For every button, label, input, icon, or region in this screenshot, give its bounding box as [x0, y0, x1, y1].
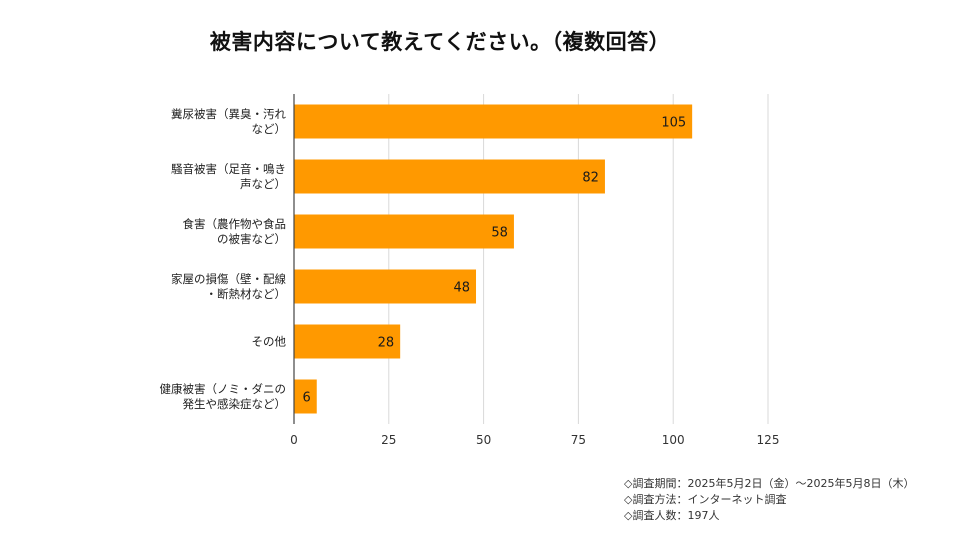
category-label-1: 騒音被害（足音・鳴き声など） [171, 162, 286, 191]
bar-value-label-0: 105 [661, 116, 686, 131]
category-label-line: の被害など） [217, 232, 286, 246]
bar-value-label-3: 48 [453, 281, 470, 296]
bar-value-label-2: 58 [491, 226, 508, 241]
bar-0 [294, 104, 693, 139]
x-tick-label-0: 0 [290, 433, 298, 447]
category-label-3: 家屋の損傷（壁・配線・断熱材など） [171, 272, 286, 301]
footnote-period: ◇調査期間：2025年5月2日（金）～2025年5月8日（木） [624, 477, 915, 490]
category-label-line: 騒音被害（足音・鳴き [171, 162, 286, 176]
x-tick-label-100: 100 [662, 433, 685, 447]
x-tick-label-125: 125 [757, 433, 780, 447]
x-tick-label-75: 75 [571, 433, 586, 447]
labels: 0 25 50 75 100 125 105 糞尿被害（異臭・汚れなど） 82 騒音被害（足音・鳴… [160, 107, 780, 447]
x-tick-label-50: 50 [476, 433, 491, 447]
footnote-count: ◇調査人数：197人 [624, 509, 720, 522]
bar-1 [294, 159, 605, 194]
bar-4 [294, 324, 401, 359]
category-label-line: 健康被害（ノミ・ダニの [160, 382, 287, 396]
category-label-line: など） [252, 122, 287, 136]
category-label-line: 声など） [240, 177, 286, 191]
category-label-line: 発生や感染症など） [183, 397, 287, 411]
bar-5 [294, 379, 317, 414]
bar-2 [294, 214, 514, 249]
category-label-line: その他 [252, 335, 287, 349]
bar-value-label-5: 6 [302, 391, 310, 406]
grid-lines [388, 94, 769, 424]
bar-value-label-4: 28 [378, 336, 395, 351]
chart-title: 被害内容について教えてください。（複数回答） [209, 30, 671, 54]
category-label-line: 食害（農作物や食品 [183, 217, 287, 231]
category-label-5: 健康被害（ノミ・ダニの発生や感染症など） [160, 382, 287, 411]
category-label-0: 糞尿被害（異臭・汚れなど） [171, 107, 286, 136]
bar-3 [294, 269, 477, 304]
footnote-method: ◇調査方法：インターネット調査 [624, 493, 787, 506]
category-label-line: 家屋の損傷（壁・配線 [171, 272, 286, 286]
bars [294, 104, 693, 414]
category-label-line: ・断熱材など） [206, 287, 287, 301]
x-tick-label-25: 25 [381, 433, 396, 447]
category-label-2: 食害（農作物や食品の被害など） [183, 217, 287, 246]
category-label-line: 糞尿被害（異臭・汚れ [171, 107, 286, 121]
survey-footnotes: ◇調査期間：2025年5月2日（金）～2025年5月8日（木） ◇調査方法：イン… [624, 476, 914, 524]
bar-value-label-1: 82 [582, 171, 599, 186]
category-label-4: その他 [252, 335, 287, 349]
